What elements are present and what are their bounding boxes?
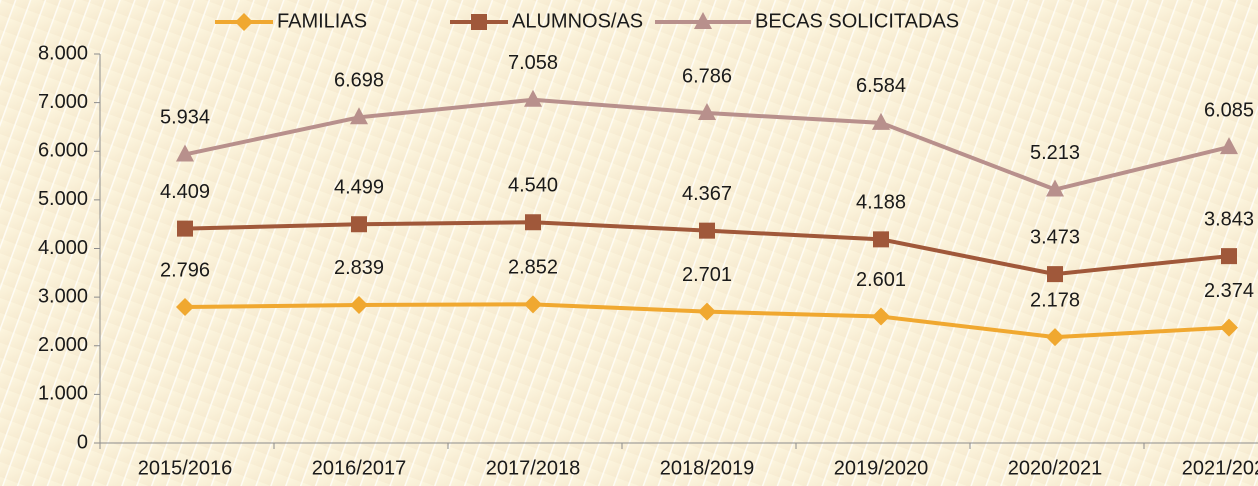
marker <box>1047 266 1063 283</box>
data-label: 5.213 <box>1030 142 1080 164</box>
marker <box>872 307 890 326</box>
data-label: 2.601 <box>856 269 906 291</box>
marker <box>176 144 194 162</box>
y-tick-label: 3.000 <box>38 285 88 307</box>
data-label: 4.188 <box>856 192 906 214</box>
marker <box>872 112 890 130</box>
data-label: 7.058 <box>508 52 558 74</box>
x-tick-label: 2017/2018 <box>486 457 581 479</box>
marker <box>525 214 541 231</box>
data-label: 4.367 <box>682 183 732 205</box>
marker <box>1046 179 1064 197</box>
y-tick-label: 8.000 <box>38 42 88 64</box>
marker <box>350 107 368 125</box>
marker <box>350 295 368 314</box>
marker <box>698 103 716 121</box>
data-label: 2.796 <box>160 259 210 281</box>
marker <box>524 89 542 107</box>
marker <box>698 302 716 321</box>
legend-label: ALUMNOS/AS <box>512 10 643 32</box>
x-tick-label: 2018/2019 <box>660 457 755 479</box>
marker <box>1220 318 1238 337</box>
marker <box>524 295 542 314</box>
x-tick-label: 2015/2016 <box>138 457 233 479</box>
data-label: 3.473 <box>1030 226 1080 248</box>
data-label: 2.701 <box>682 264 732 286</box>
x-tick-label: 2021/2022 <box>1182 457 1258 479</box>
y-tick-label: 1.000 <box>38 383 88 405</box>
data-label: 6.698 <box>334 70 384 92</box>
data-label: 5.934 <box>160 107 210 129</box>
x-tick-label: 2016/2017 <box>312 457 407 479</box>
x-tick-label: 2019/2020 <box>834 457 929 479</box>
y-tick-label: 2.000 <box>38 334 88 356</box>
legend-marker <box>235 13 253 31</box>
data-label: 6.786 <box>682 65 732 87</box>
marker <box>699 222 715 239</box>
legend-marker <box>471 14 487 30</box>
data-label: 3.843 <box>1204 208 1254 230</box>
y-tick-label: 5.000 <box>38 188 88 210</box>
y-tick-label: 4.000 <box>38 237 88 259</box>
marker <box>1221 248 1237 265</box>
data-label: 4.409 <box>160 181 210 203</box>
marker <box>176 298 194 317</box>
data-label: 2.852 <box>508 257 558 279</box>
data-label: 6.085 <box>1204 99 1254 121</box>
marker <box>351 216 367 233</box>
y-tick-label: 7.000 <box>38 91 88 113</box>
y-tick-label: 6.000 <box>38 140 88 162</box>
marker <box>873 231 889 248</box>
legend-marker <box>694 12 712 29</box>
marker <box>177 220 193 237</box>
marker <box>1046 328 1064 347</box>
data-label: 6.584 <box>856 75 906 97</box>
data-label: 2.374 <box>1204 280 1254 302</box>
marker <box>1220 137 1238 155</box>
data-label: 2.839 <box>334 257 384 279</box>
legend-label: BECAS SOLICITADAS <box>755 10 959 32</box>
y-tick-label: 0 <box>77 431 88 453</box>
x-tick-label: 2020/2021 <box>1008 457 1103 479</box>
data-label: 2.178 <box>1030 289 1080 311</box>
legend-label: FAMILIAS <box>277 10 367 32</box>
data-label: 4.540 <box>508 175 558 197</box>
data-label: 4.499 <box>334 177 384 199</box>
